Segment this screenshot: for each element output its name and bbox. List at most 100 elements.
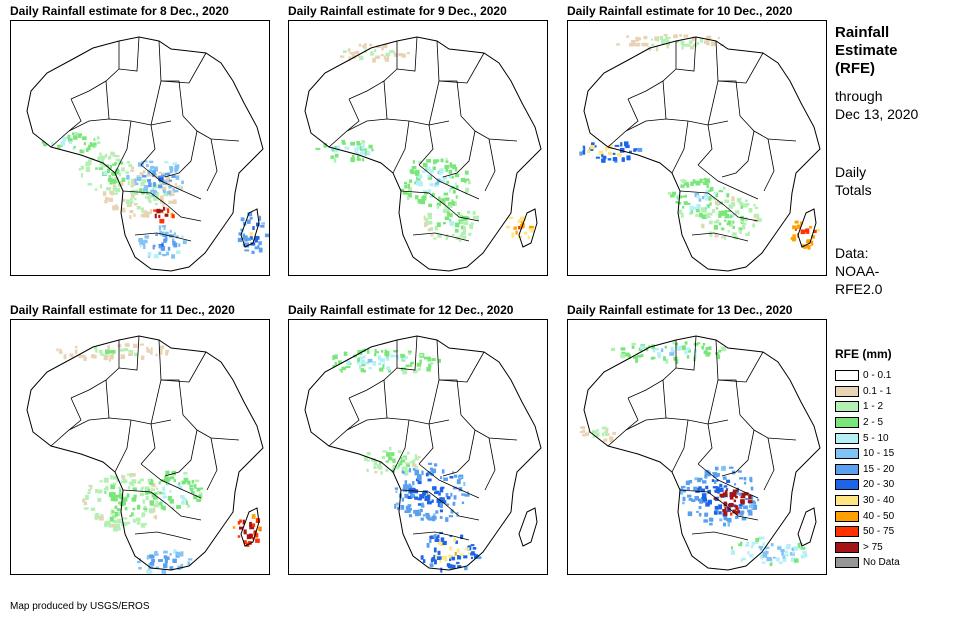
legend-label: 1 - 2 <box>863 401 884 413</box>
madagascar-outline <box>518 208 538 248</box>
country-border <box>118 36 140 72</box>
country-border <box>697 164 759 200</box>
madagascar-outline <box>240 208 260 248</box>
rfe-legend: RFE (mm) 0 - 0.1 0.1 - 1 1 - 2 2 - 5 5 - 10 1… <box>835 347 900 571</box>
rainfall-map-dec-8 <box>10 20 270 276</box>
country-border <box>164 429 198 477</box>
country-border <box>134 531 192 541</box>
rainfall-field <box>579 33 820 250</box>
country-border <box>114 419 132 473</box>
country-border <box>160 351 207 383</box>
country-border <box>717 52 764 84</box>
map-title-line: Estimate <box>835 42 898 59</box>
country-border <box>675 36 697 72</box>
map-panel-dec-8: Daily Rainfall estimate for 8 Dec., 2020 <box>10 4 270 276</box>
country-border <box>418 164 480 200</box>
country-border <box>697 379 719 465</box>
country-border <box>383 379 388 419</box>
map-credit: Map produced by USGS/EROS <box>10 601 150 612</box>
country-border <box>662 379 667 419</box>
country-border <box>114 120 132 174</box>
country-border <box>122 489 202 521</box>
rainfall-field <box>56 343 262 574</box>
country-border <box>484 138 496 192</box>
legend-label: 20 - 30 <box>863 479 895 491</box>
legend-item: 40 - 50 <box>835 508 900 524</box>
country-border <box>697 463 759 499</box>
legend-swatch <box>835 385 859 397</box>
rainfall-map-dec-10 <box>567 20 827 276</box>
country-border <box>396 335 418 371</box>
country-border <box>68 98 82 132</box>
legend-label: 5 - 10 <box>863 432 889 444</box>
country-border <box>697 80 719 166</box>
country-border <box>418 379 440 465</box>
rainfall-field <box>332 348 482 573</box>
country-border <box>328 417 450 447</box>
through-value: Dec 13, 2020 <box>835 106 919 122</box>
country-border <box>679 190 759 222</box>
country-border <box>721 429 755 477</box>
legend-swatch <box>835 463 859 475</box>
country-border <box>763 437 775 491</box>
country-border <box>160 52 207 84</box>
africa-coastline <box>583 36 821 272</box>
country-border <box>412 531 470 541</box>
data-source-line: Data: <box>835 245 869 261</box>
legend-swatch <box>835 479 859 491</box>
country-border <box>436 339 462 416</box>
rainfall-map-dec-13 <box>567 319 827 575</box>
map-title-line: Rainfall <box>835 24 890 41</box>
country-border <box>182 115 240 142</box>
legend-swatch <box>835 495 859 507</box>
africa-coastline <box>304 36 542 272</box>
rainfall-map-dec-12 <box>288 319 548 575</box>
country-border <box>383 80 388 120</box>
country-border <box>721 130 755 178</box>
legend-swatch <box>835 448 859 460</box>
country-border <box>50 417 172 447</box>
legend-swatch <box>835 401 859 413</box>
panel-title: Daily Rainfall estimate for 13 Dec., 202… <box>567 303 793 317</box>
country-border <box>400 489 480 521</box>
country-border <box>140 379 162 465</box>
legend-swatch <box>835 370 859 382</box>
madagascar-outline <box>797 208 817 248</box>
country-border <box>328 118 450 148</box>
country-border <box>627 41 677 100</box>
legend-label: 0 - 0.1 <box>863 370 892 382</box>
through-date: through Dec 13, 2020 <box>835 87 918 123</box>
totals-line: Daily <box>835 164 867 180</box>
legend-swatch <box>835 510 859 522</box>
map-title-line: (RFE) <box>835 60 875 77</box>
country-border <box>625 397 639 431</box>
rainfall-map-dec-9 <box>288 20 548 276</box>
country-border <box>158 40 184 117</box>
country-border <box>118 335 140 371</box>
country-border <box>460 414 518 441</box>
legend-swatch <box>835 541 859 553</box>
map-panel-dec-10: Daily Rainfall estimate for 10 Dec., 202… <box>567 4 827 276</box>
africa-coastline <box>26 36 264 272</box>
country-border <box>679 489 759 521</box>
country-border <box>438 351 485 383</box>
country-border <box>691 232 749 242</box>
through-label: through <box>835 88 883 104</box>
legend-swatch <box>835 417 859 429</box>
country-border <box>140 164 202 200</box>
legend-item: > 75 <box>835 540 900 556</box>
legend-item: 1 - 2 <box>835 399 900 415</box>
legend-item: 10 - 15 <box>835 446 900 462</box>
data-source-line: NOAA- <box>835 263 880 279</box>
map-panel-dec-11: Daily Rainfall estimate for 11 Dec., 202… <box>10 303 270 575</box>
country-border <box>412 232 470 242</box>
country-border <box>182 414 240 441</box>
country-border <box>396 36 418 72</box>
country-border <box>392 120 410 174</box>
country-border <box>122 190 202 222</box>
country-border <box>164 130 198 178</box>
madagascar-outline <box>240 507 260 547</box>
country-border <box>442 429 476 477</box>
country-border <box>739 414 797 441</box>
country-border <box>418 80 440 166</box>
